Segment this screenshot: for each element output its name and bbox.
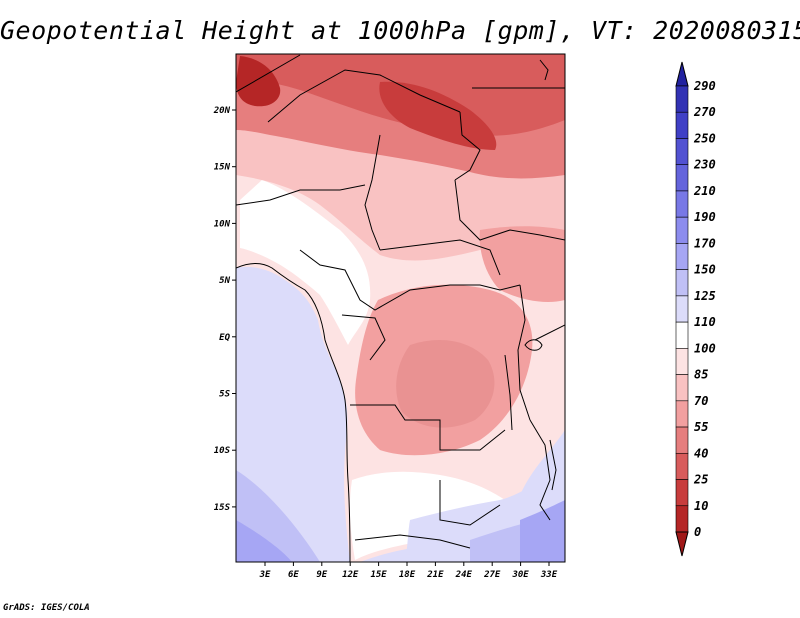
credit-label: GrADS: IGES/COLA: [3, 603, 90, 613]
field-north-25: [379, 81, 497, 150]
field-nw-10: [236, 56, 281, 107]
map-frame: [235, 53, 566, 563]
colorbar-swatch: [675, 452, 689, 480]
border-13: [439, 480, 501, 526]
colorbar-swatch: [675, 216, 689, 244]
colorbar-level-label: 210: [693, 184, 716, 198]
colorbar-swatch: [675, 85, 689, 113]
colorbar-level-label: 170: [694, 236, 716, 250]
colorbar-swatch: [675, 321, 689, 349]
border-10: [341, 314, 386, 361]
border-8: [454, 179, 565, 241]
field-east-70: [479, 226, 565, 302]
lon-tick-label: 21E: [426, 570, 444, 580]
lat-tick-label: 10N: [214, 219, 231, 229]
lake-tanganyika: [504, 354, 513, 431]
colorbar-swatch: [675, 111, 689, 139]
colorbar-swatch: [675, 138, 689, 166]
border-9: [299, 249, 521, 311]
country-borders: [236, 54, 565, 562]
colorbar-level-label: 150: [694, 263, 716, 277]
coast-ne: [539, 59, 549, 81]
field-se-170: [520, 500, 565, 562]
latitude-axis: 20N 15N 10N 5N EQ 5S 10S 15S: [213, 106, 236, 513]
lat-tick-label: 15N: [214, 163, 231, 173]
colorbar-level-label: 190: [694, 210, 716, 224]
border-5: [364, 134, 381, 251]
colorbar-level-label: 230: [693, 158, 716, 172]
lat-tick-label: 15S: [214, 503, 231, 513]
lon-tick-label: 27E: [483, 570, 501, 580]
colorbar-level-label: 0: [694, 525, 701, 539]
lake-victoria: [524, 339, 543, 351]
colorbar: 2902702502302101901701501251101008570554…: [675, 61, 716, 557]
colorbar-level-label: 100: [694, 341, 716, 355]
field-west-100: [240, 180, 371, 345]
lon-tick-label: 33E: [540, 570, 558, 580]
lake-malawi: [549, 439, 557, 491]
border-2: [267, 69, 461, 123]
colorbar-swatch: [675, 426, 689, 454]
colorbar-swatch: [675, 348, 689, 375]
colorbar-level-label: 85: [694, 368, 708, 382]
lon-tick-label: 9E: [316, 570, 327, 580]
colorbar-swatch: [675, 374, 689, 402]
colorbar-swatch: [675, 400, 689, 428]
lat-tick-label: 5S: [219, 390, 230, 400]
colorbar-swatch: [675, 479, 689, 507]
lat-tick-label: 20N: [213, 106, 231, 116]
lat-tick-label: 5N: [219, 276, 230, 286]
colorbar-level-label: 40: [694, 446, 708, 460]
colorbar-level-label: 250: [693, 131, 716, 145]
lon-tick-label: 15E: [370, 570, 387, 580]
lon-tick-label: 30E: [511, 570, 529, 580]
colorbar-level-label: 55: [694, 420, 708, 434]
colorbar-level-label: 270: [693, 105, 716, 119]
border-14: [354, 534, 471, 549]
field-basin-inner: [396, 340, 495, 428]
lon-tick-label: 12E: [342, 570, 359, 580]
colorbar-swatch: [675, 505, 689, 533]
border-15: [529, 419, 551, 521]
colorbar-swatch: [675, 190, 689, 218]
colorbar-level-label: 110: [694, 315, 716, 329]
border-16: [534, 324, 565, 341]
lat-tick-label: 10S: [214, 446, 231, 456]
lon-tick-label: 18E: [399, 570, 416, 580]
lon-tick-label: 3E: [259, 570, 271, 580]
lat-tick-label: EQ: [219, 333, 230, 343]
colorbar-level-label: 70: [694, 394, 708, 408]
colorbar-level-label: 25: [693, 473, 708, 487]
longitude-axis: 3E 6E 9E 12E 15E 18E 21E 24E 27E 30E 33E: [259, 562, 558, 580]
border-3: [454, 111, 481, 181]
border-11: [517, 284, 531, 421]
colorbar-level-label: 125: [694, 289, 716, 303]
colorbar-bottom-arrow: [675, 531, 689, 557]
colorbar-swatch: [675, 243, 689, 270]
border-12: [350, 404, 506, 451]
colorbar-swatch: [675, 164, 689, 192]
lon-tick-label: 6E: [288, 570, 299, 580]
border-7: [379, 239, 501, 276]
lon-tick-label: 24E: [455, 570, 473, 580]
colorbar-swatch: [675, 295, 689, 323]
field-sw-170: [236, 520, 292, 562]
colorbar-top-arrow: [675, 61, 689, 87]
colorbar-level-label: 290: [693, 79, 716, 93]
border-1: [236, 54, 301, 93]
coastline-west: [236, 263, 351, 562]
colorbar-level-label: 10: [694, 499, 708, 513]
colorbar-swatch: [675, 269, 689, 297]
map-title: Geopotential Height at 1000hPa [gpm], VT…: [0, 16, 800, 45]
map-field: [236, 54, 565, 562]
border-6: [236, 184, 366, 206]
